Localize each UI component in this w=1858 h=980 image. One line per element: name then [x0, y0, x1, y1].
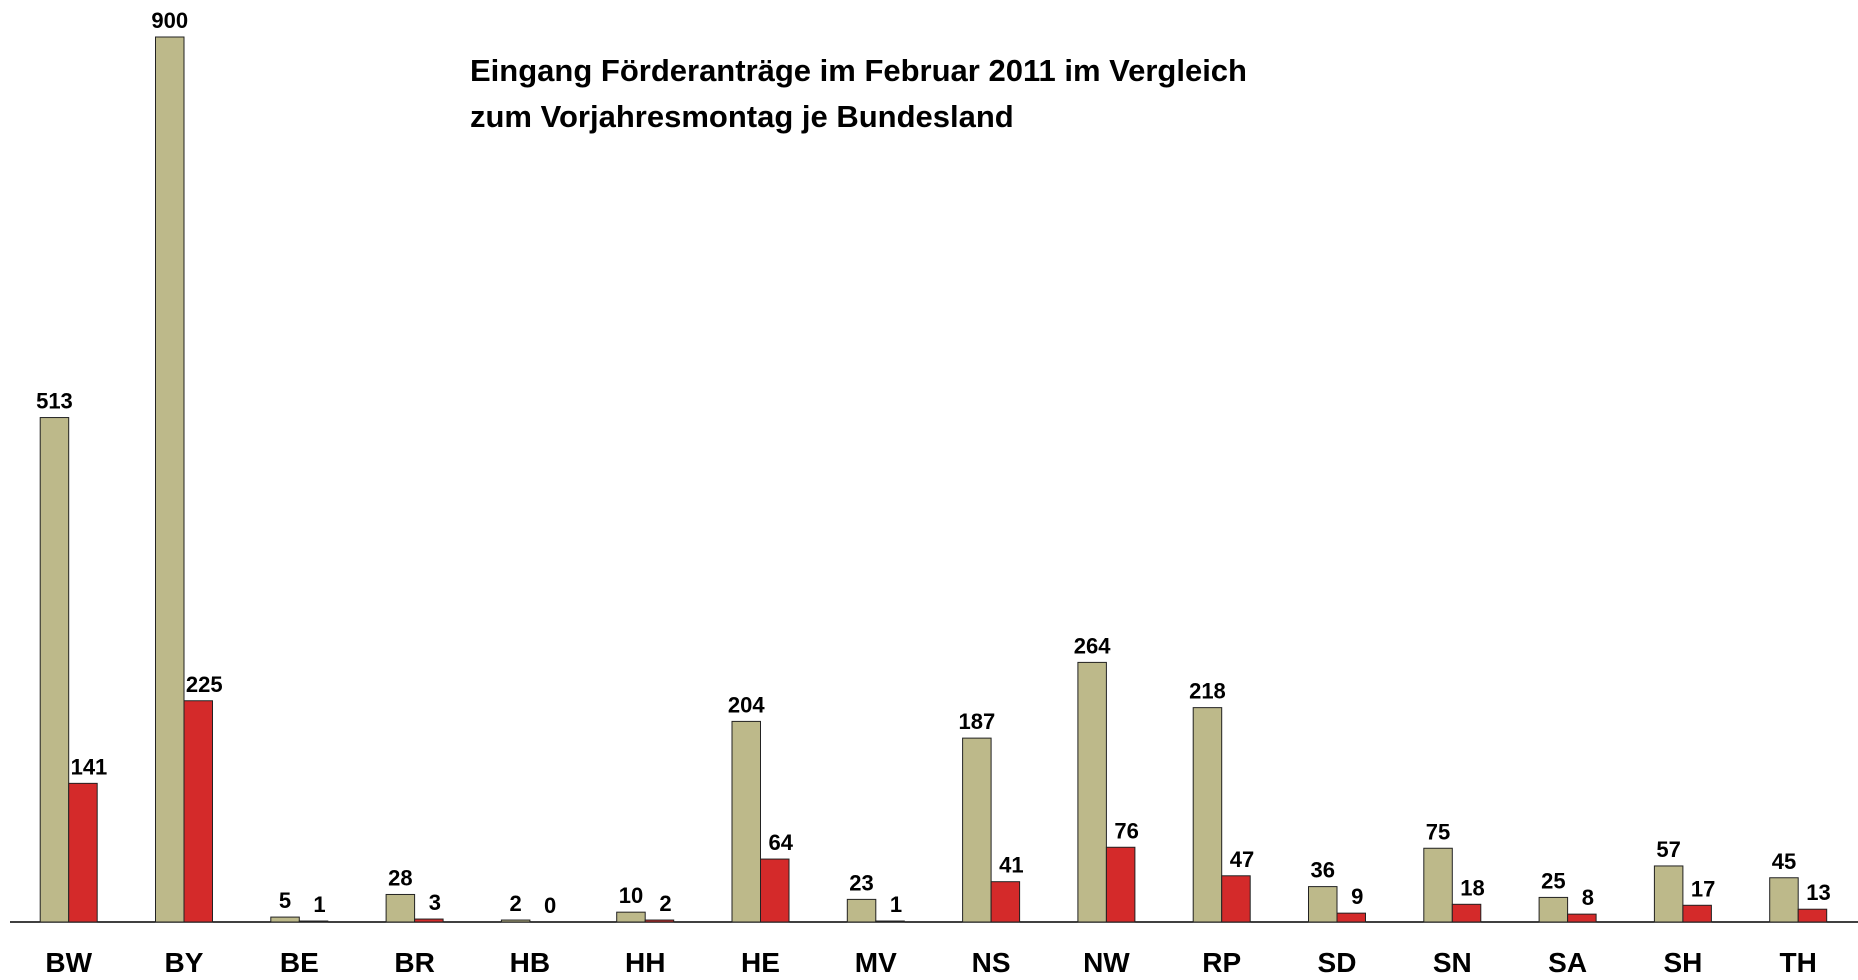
- x-tick-label: BY: [165, 947, 204, 978]
- x-tick-label: HH: [625, 947, 665, 978]
- data-label: 187: [958, 709, 995, 734]
- data-label: 141: [71, 754, 108, 779]
- bar: [298, 920, 329, 923]
- x-tick-label: BE: [280, 947, 319, 978]
- bar: [155, 36, 185, 923]
- x-tick-label: SH: [1663, 947, 1702, 978]
- data-label: 1: [890, 892, 902, 917]
- data-label: 10: [619, 883, 643, 908]
- bar: [1682, 904, 1712, 923]
- bar: [962, 737, 992, 923]
- x-tick-label: BW: [45, 947, 92, 978]
- bar: [1653, 865, 1684, 923]
- data-label: 5: [279, 888, 291, 913]
- x-tick-label: RP: [1202, 947, 1241, 978]
- x-tick-label: HE: [741, 947, 780, 978]
- data-label: 25: [1541, 868, 1565, 893]
- bar: [616, 911, 646, 923]
- data-label: 76: [1114, 818, 1138, 843]
- bar: [1192, 707, 1223, 923]
- data-label: 2: [510, 891, 522, 916]
- data-label: 1: [313, 892, 325, 917]
- data-label: 204: [728, 692, 765, 717]
- bar: [270, 916, 300, 923]
- bar: [1423, 847, 1453, 923]
- bar: [1308, 886, 1338, 923]
- bar: [1797, 908, 1828, 923]
- chart-title: zum Vorjahresmontag je Bundesland: [470, 99, 1014, 134]
- bar: [644, 919, 675, 923]
- x-tick-label: MV: [855, 947, 897, 978]
- bar: [183, 700, 213, 923]
- data-label: 13: [1806, 880, 1830, 905]
- bar: [414, 918, 444, 923]
- bar: [385, 893, 416, 923]
- data-label: 264: [1074, 633, 1111, 658]
- x-tick-label: SN: [1433, 947, 1472, 978]
- data-label: 8: [1582, 885, 1594, 910]
- data-label: 9: [1351, 884, 1363, 909]
- x-tick-label: TH: [1780, 947, 1817, 978]
- data-label: 23: [849, 870, 873, 895]
- data-label: 45: [1772, 849, 1796, 874]
- data-label: 47: [1230, 847, 1254, 872]
- data-label: 64: [769, 830, 794, 855]
- bar: [1538, 896, 1569, 923]
- bar: [1336, 912, 1366, 923]
- data-label: 2: [659, 891, 671, 916]
- bar: [1105, 846, 1136, 923]
- bar: [1567, 913, 1597, 923]
- bar: [1769, 877, 1799, 923]
- chart-title: Eingang Förderanträge im Februar 2011 im…: [470, 53, 1247, 88]
- bar: [990, 881, 1021, 923]
- bar: [68, 782, 98, 923]
- x-tick-label: SA: [1548, 947, 1587, 978]
- x-tick-label: SD: [1318, 947, 1357, 978]
- data-label: 218: [1189, 679, 1226, 704]
- bar: [731, 720, 761, 923]
- x-tick-label: BR: [394, 947, 434, 978]
- x-tick-label: HB: [510, 947, 550, 978]
- bar: [39, 417, 70, 923]
- data-label: 57: [1656, 837, 1680, 862]
- data-label: 513: [36, 389, 73, 414]
- bar: [500, 919, 531, 923]
- data-label: 41: [999, 853, 1023, 878]
- data-label: 3: [429, 890, 441, 915]
- bar: [760, 858, 790, 923]
- data-label: 225: [186, 672, 223, 697]
- data-label: 75: [1426, 819, 1450, 844]
- data-label: 17: [1691, 876, 1715, 901]
- data-label: 0: [544, 893, 556, 918]
- bar: [1221, 875, 1251, 923]
- x-tick-label: NS: [972, 947, 1011, 978]
- data-label: 28: [388, 865, 412, 890]
- bar: [846, 898, 877, 923]
- bar: [1077, 661, 1107, 923]
- data-label: 36: [1311, 858, 1335, 883]
- bar: [875, 920, 905, 923]
- data-label: 18: [1460, 875, 1484, 900]
- bar: [1451, 903, 1482, 923]
- data-label: 900: [151, 8, 188, 33]
- x-tick-label: NW: [1083, 947, 1130, 978]
